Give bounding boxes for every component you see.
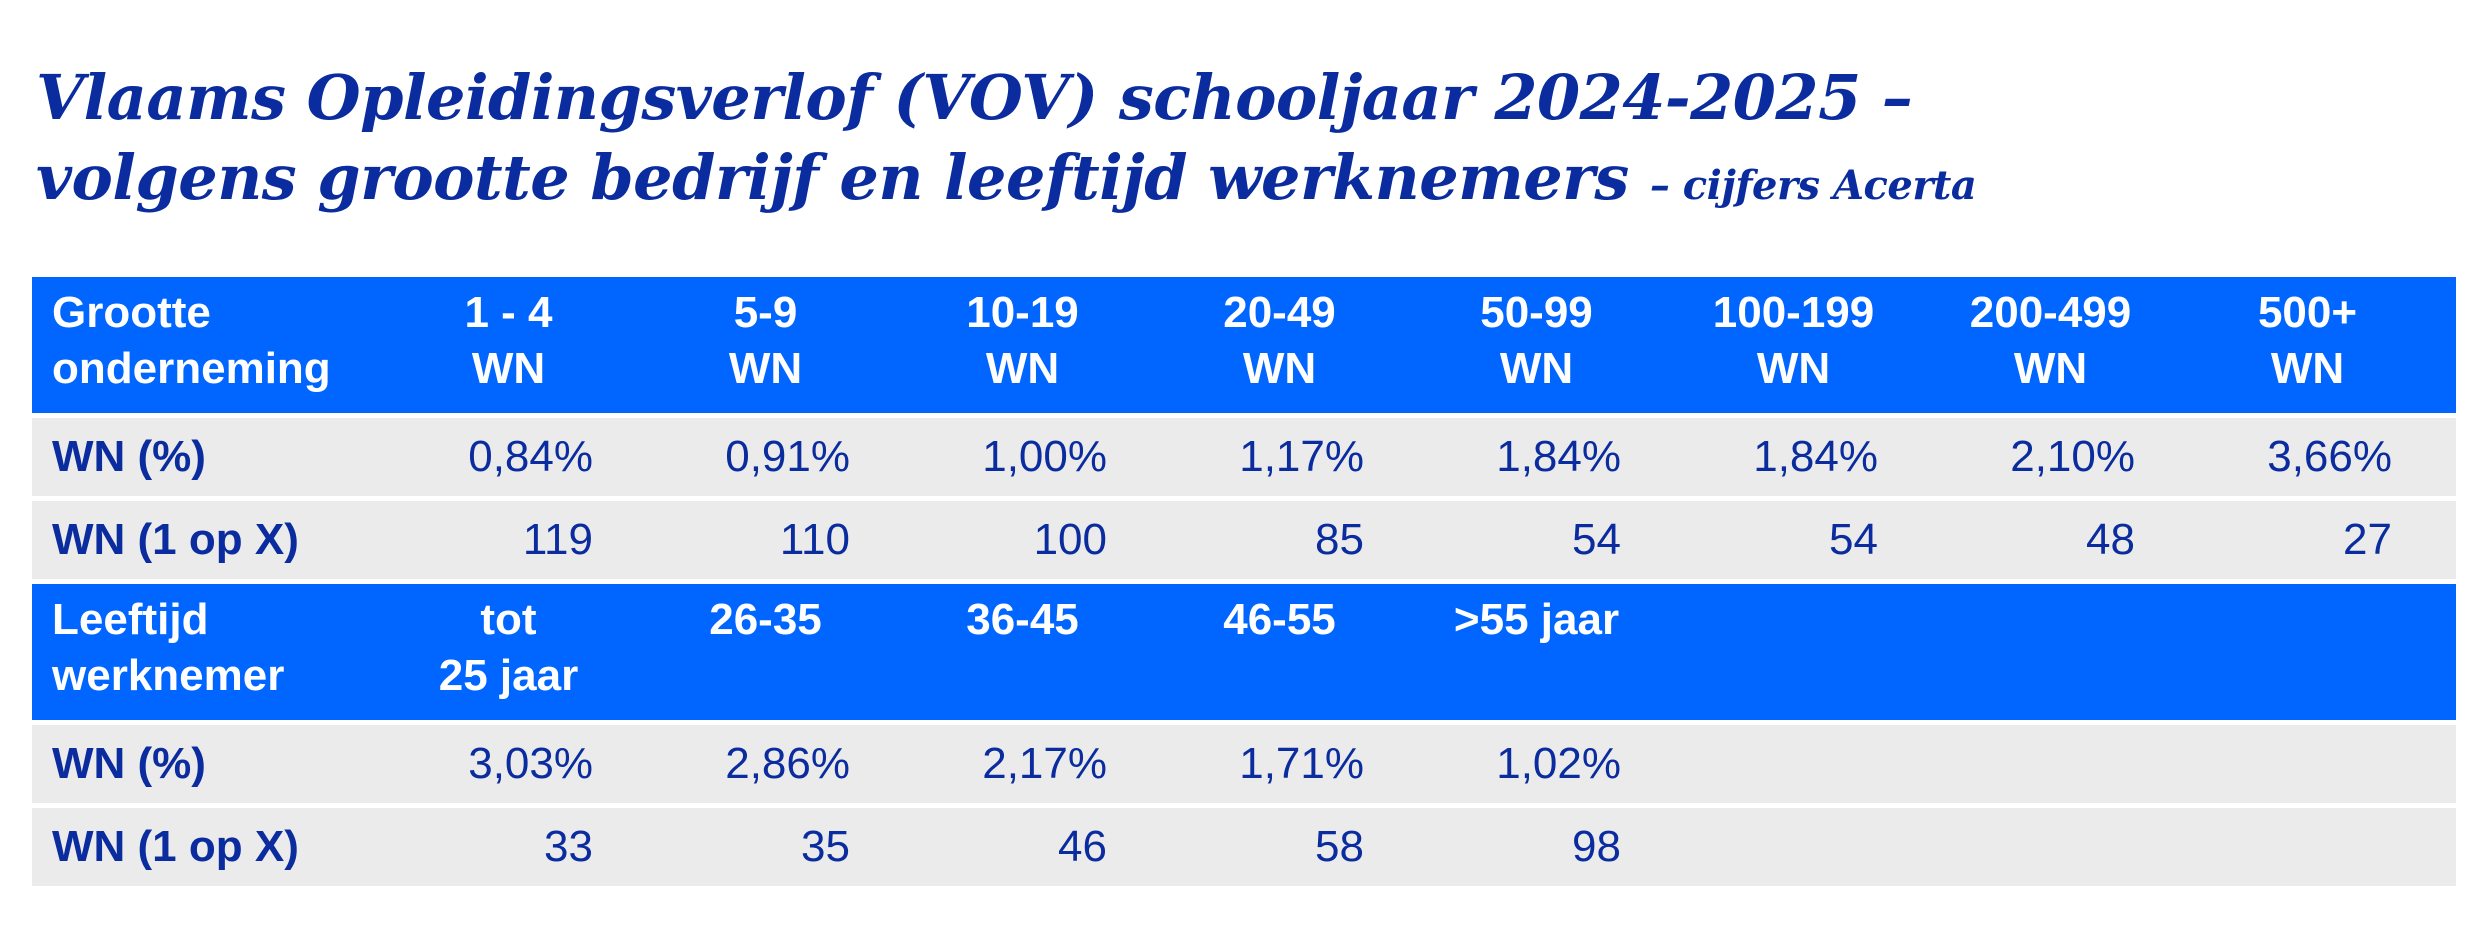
- table-cell: 1,17%: [1171, 418, 1428, 496]
- column-header-line: 5-9: [733, 288, 798, 337]
- table-row: WN (%) 0,84% 0,91% 1,00% 1,17% 1,84% 1,84% 2,10…: [32, 418, 2456, 496]
- column-header-line: WN: [1242, 344, 1317, 393]
- table-cell: 2,10%: [1942, 418, 2199, 496]
- column-header-line: 25 jaar: [438, 651, 579, 700]
- table-cell: 0,91%: [657, 418, 914, 496]
- table-cell: 3,66%: [2199, 418, 2456, 496]
- column-header-line: WN: [728, 344, 803, 393]
- column-header: [2199, 584, 2456, 720]
- title-source: – cijfers Acerta: [1649, 162, 1977, 209]
- column-header-line: 20-49: [1223, 288, 1336, 337]
- column-header: 100-199 WN: [1685, 277, 1942, 413]
- column-header-line: 500+: [2257, 288, 2358, 337]
- column-header-line: WN: [2013, 344, 2088, 393]
- header-label-line: onderneming: [52, 344, 331, 393]
- table-cell: 3,03%: [400, 725, 657, 803]
- table-cell: [1942, 808, 2199, 886]
- table-cell: [1685, 725, 1942, 803]
- table-cell: 1,84%: [1685, 418, 1942, 496]
- column-header: 200-499 WN: [1942, 277, 2199, 413]
- header-label-line: Leeftijd: [52, 595, 209, 644]
- table-cell: 0,84%: [400, 418, 657, 496]
- title-line-2-text: volgens grootte bedrijf en leeftijd werk…: [36, 141, 1629, 214]
- row-label: WN (%): [32, 725, 400, 803]
- column-header: tot 25 jaar: [400, 584, 657, 720]
- row-label: WN (%): [32, 418, 400, 496]
- header-label: Leeftijd werknemer: [32, 584, 400, 720]
- table-cell: 2,86%: [657, 725, 914, 803]
- table-cell: 1,02%: [1428, 725, 1685, 803]
- column-header: 36-45: [914, 584, 1171, 720]
- row-label: WN (1 op X): [32, 501, 400, 579]
- table-cell: 33: [400, 808, 657, 886]
- table-cell: 46: [914, 808, 1171, 886]
- table-cell: 119: [400, 501, 657, 579]
- column-header: [1942, 584, 2199, 720]
- table-cell: 85: [1171, 501, 1428, 579]
- age-table-header: Leeftijd werknemer tot 25 jaar 26-35 36-45 46-…: [32, 584, 2456, 720]
- column-header: 26-35: [657, 584, 914, 720]
- table-row: WN (1 op X) 119 110 100 85 54 54 48 27: [32, 501, 2456, 579]
- header-label-line: Grootte: [52, 288, 211, 337]
- column-header-line: 36-45: [966, 595, 1079, 644]
- row-label: WN (1 op X): [32, 808, 400, 886]
- column-header-line: 1 - 4: [464, 288, 553, 337]
- column-header: 50-99 WN: [1428, 277, 1685, 413]
- header-label-line: werknemer: [52, 651, 285, 700]
- column-header: 20-49 WN: [1171, 277, 1428, 413]
- table-row: WN (%) 3,03% 2,86% 2,17% 1,71% 1,02%: [32, 725, 2456, 803]
- column-header-line: WN: [1499, 344, 1574, 393]
- column-header: [1685, 584, 1942, 720]
- table-cell: [2199, 808, 2456, 886]
- page-title: Vlaams Opleidingsverlof (VOV) schooljaar…: [36, 58, 1977, 226]
- table-cell: 48: [1942, 501, 2199, 579]
- column-header: 10-19 WN: [914, 277, 1171, 413]
- column-header-line: 46-55: [1223, 595, 1336, 644]
- table-cell: 110: [657, 501, 914, 579]
- table-cell: 54: [1428, 501, 1685, 579]
- table-cell: 54: [1685, 501, 1942, 579]
- table-cell: 58: [1171, 808, 1428, 886]
- column-header-line: >55 jaar: [1453, 595, 1620, 644]
- column-header: 1 - 4 WN: [400, 277, 657, 413]
- column-header-line: WN: [1756, 344, 1831, 393]
- title-line-1: Vlaams Opleidingsverlof (VOV) schooljaar…: [36, 61, 1913, 134]
- table-cell: 1,71%: [1171, 725, 1428, 803]
- table-cell: 2,17%: [914, 725, 1171, 803]
- size-table-header: Grootte onderneming 1 - 4 WN 5-9 WN 10-19 WN 20-…: [32, 277, 2456, 413]
- column-header-line: WN: [2270, 344, 2345, 393]
- column-header-line: 200-499: [1969, 288, 2132, 337]
- header-label: Grootte onderneming: [32, 277, 400, 413]
- table-row: WN (1 op X) 33 35 46 58 98: [32, 808, 2456, 886]
- table-cell: [1942, 725, 2199, 803]
- table-cell: 1,00%: [914, 418, 1171, 496]
- column-header-line: 10-19: [966, 288, 1079, 337]
- table-cell: 27: [2199, 501, 2456, 579]
- table-cell: 100: [914, 501, 1171, 579]
- column-header-line: 26-35: [709, 595, 822, 644]
- column-header-line: 50-99: [1480, 288, 1593, 337]
- table-cell: [1685, 808, 1942, 886]
- table-cell: [2199, 725, 2456, 803]
- column-header: 5-9 WN: [657, 277, 914, 413]
- column-header: >55 jaar: [1428, 584, 1685, 720]
- table-cell: 35: [657, 808, 914, 886]
- column-header-line: WN: [985, 344, 1060, 393]
- table-cell: 1,84%: [1428, 418, 1685, 496]
- vov-table: Grootte onderneming 1 - 4 WN 5-9 WN 10-19 WN 20-…: [32, 272, 2456, 891]
- title-line-2: volgens grootte bedrijf en leeftijd werk…: [36, 138, 1977, 226]
- column-header-line: 100-199: [1712, 288, 1875, 337]
- column-header: 46-55: [1171, 584, 1428, 720]
- column-header: 500+ WN: [2199, 277, 2456, 413]
- column-header-line: tot: [480, 595, 537, 644]
- table-cell: 98: [1428, 808, 1685, 886]
- column-header-line: WN: [471, 344, 546, 393]
